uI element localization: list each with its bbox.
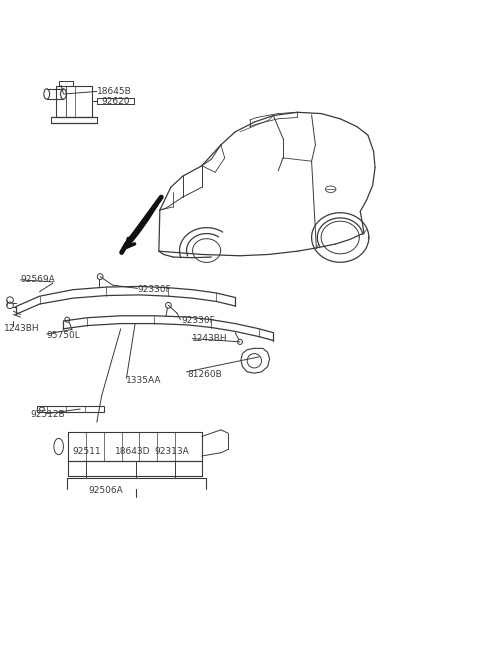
Text: 92506A: 92506A: [88, 486, 123, 495]
Text: 92330F: 92330F: [137, 285, 171, 294]
Text: 92330F: 92330F: [181, 316, 215, 326]
Bar: [37, 405, 104, 412]
Text: 92569A: 92569A: [21, 275, 55, 284]
Text: 1243BH: 1243BH: [4, 324, 39, 333]
Text: 81260B: 81260B: [188, 370, 222, 379]
Text: 95750L: 95750L: [47, 331, 81, 341]
Bar: [56, 86, 92, 117]
Text: 1243BH: 1243BH: [192, 334, 228, 343]
Text: 18643D: 18643D: [115, 447, 150, 456]
Text: 92620: 92620: [101, 97, 130, 105]
Text: 92511: 92511: [72, 447, 101, 456]
Text: 92512B: 92512B: [30, 411, 65, 419]
Text: 92313A: 92313A: [154, 447, 189, 456]
Text: 1335AA: 1335AA: [126, 377, 162, 386]
Text: 18645B: 18645B: [97, 87, 132, 96]
